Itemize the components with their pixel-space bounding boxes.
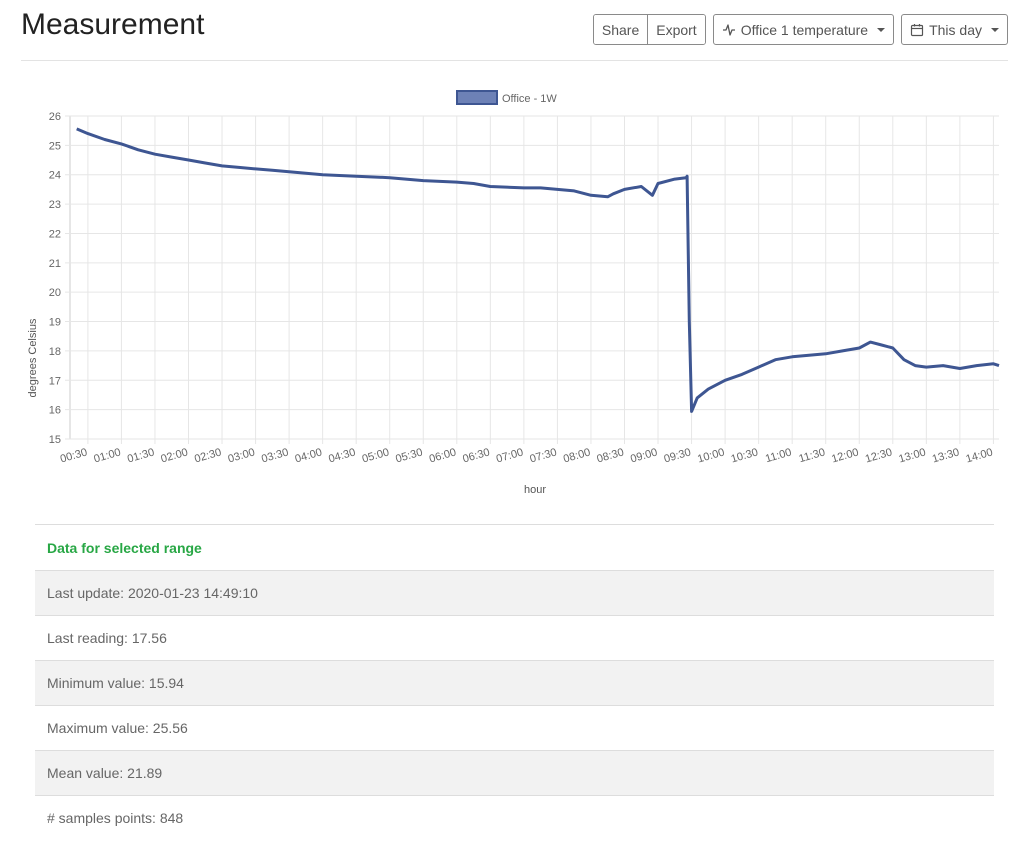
x-tick-label: 03:30 bbox=[260, 446, 290, 465]
temperature-chart: 15 16 17 18 19 20 21 22 23 24 25 26 00:30 01:00 01:30… bbox=[27, 90, 1000, 496]
y-tick-label: 20 bbox=[49, 287, 61, 299]
range-dropdown[interactable]: This day bbox=[901, 14, 1008, 45]
y-axis-ticks: 15 16 17 18 19 20 21 22 23 24 25 26 bbox=[49, 111, 61, 446]
export-button[interactable]: Export bbox=[647, 15, 705, 44]
y-tick-label: 23 bbox=[49, 199, 61, 211]
x-tick-label: 05:30 bbox=[394, 446, 424, 465]
x-tick-label: 08:00 bbox=[562, 446, 592, 465]
legend-label: Office - 1W bbox=[502, 93, 557, 105]
chart-legend: Office - 1W bbox=[456, 90, 557, 105]
header-divider bbox=[21, 60, 1008, 61]
y-tick-label: 19 bbox=[49, 317, 61, 329]
chart-grid bbox=[65, 115, 999, 444]
x-tick-label: 02:30 bbox=[193, 446, 223, 465]
x-tick-label: 09:30 bbox=[663, 446, 693, 465]
stat-minimum: Minimum value: 15.94 bbox=[35, 660, 994, 705]
chevron-down-icon bbox=[991, 27, 999, 32]
y-axis-label: degrees Celsius bbox=[27, 318, 39, 397]
x-tick-label: 07:30 bbox=[528, 446, 558, 465]
x-tick-label: 10:00 bbox=[696, 446, 726, 465]
share-export-group: Share Export bbox=[592, 14, 706, 45]
x-tick-label: 06:00 bbox=[428, 446, 458, 465]
series-line-office-1w bbox=[76, 127, 1000, 413]
x-tick-label: 10:30 bbox=[730, 446, 760, 465]
y-tick-label: 26 bbox=[49, 111, 61, 123]
y-tick-label: 17 bbox=[49, 375, 61, 387]
sensor-label: Office 1 temperature bbox=[740, 21, 869, 38]
stat-data-points: # samples points: 848 bbox=[35, 795, 994, 840]
x-axis-ticks: 00:30 01:00 01:30 02:00 02:30 03:00 03:30 04:00… bbox=[59, 446, 994, 465]
page-title: Measurement bbox=[21, 8, 205, 41]
share-button[interactable]: Share bbox=[593, 15, 648, 44]
x-tick-label: 08:30 bbox=[596, 446, 626, 465]
sensor-dropdown[interactable]: Office 1 temperature bbox=[712, 14, 895, 45]
range-label: This day bbox=[929, 21, 982, 38]
x-tick-label: 07:00 bbox=[495, 446, 525, 465]
x-tick-label: 12:00 bbox=[830, 446, 860, 465]
x-tick-label: 11:30 bbox=[798, 446, 827, 465]
x-tick-label: 06:30 bbox=[461, 446, 491, 465]
y-tick-label: 15 bbox=[49, 434, 61, 446]
stat-last-update: Last update: 2020-01-23 14:49:10 bbox=[35, 570, 994, 615]
x-tick-label: 02:00 bbox=[160, 446, 190, 465]
y-tick-label: 21 bbox=[49, 258, 61, 270]
stats-panel: Data for selected range Last update: 202… bbox=[35, 524, 994, 840]
stat-maximum: Maximum value: 25.56 bbox=[35, 705, 994, 750]
x-tick-label: 14:00 bbox=[964, 446, 994, 465]
x-tick-label: 09:00 bbox=[629, 446, 659, 465]
x-tick-label: 13:00 bbox=[897, 446, 927, 465]
stat-mean: Mean value: 21.89 bbox=[35, 750, 994, 795]
x-axis-label: hour bbox=[524, 484, 546, 496]
y-tick-label: 24 bbox=[49, 170, 61, 182]
x-tick-label: 00:30 bbox=[59, 446, 89, 465]
x-tick-label: 12:30 bbox=[864, 446, 894, 465]
y-tick-label: 18 bbox=[49, 346, 61, 358]
toolbar: Share Export Office 1 temperature This d… bbox=[592, 14, 1008, 45]
x-tick-label: 04:00 bbox=[294, 446, 324, 465]
x-tick-label: 05:00 bbox=[361, 446, 391, 465]
y-tick-label: 25 bbox=[49, 140, 61, 152]
chevron-down-icon bbox=[877, 27, 886, 32]
calendar-icon bbox=[910, 23, 924, 36]
legend-swatch bbox=[456, 90, 498, 105]
activity-icon bbox=[722, 23, 735, 36]
x-tick-label: 01:30 bbox=[126, 446, 156, 465]
x-tick-label: 11:00 bbox=[764, 446, 793, 465]
y-tick-label: 16 bbox=[49, 405, 61, 417]
x-tick-label: 03:00 bbox=[227, 446, 257, 465]
x-tick-label: 13:30 bbox=[931, 446, 961, 465]
stats-heading: Data for selected range bbox=[47, 540, 202, 556]
stat-last-reading: Last reading: 17.56 bbox=[35, 615, 994, 660]
y-tick-label: 22 bbox=[49, 228, 61, 240]
x-tick-label: 04:30 bbox=[327, 446, 357, 465]
x-tick-label: 01:00 bbox=[92, 446, 122, 465]
